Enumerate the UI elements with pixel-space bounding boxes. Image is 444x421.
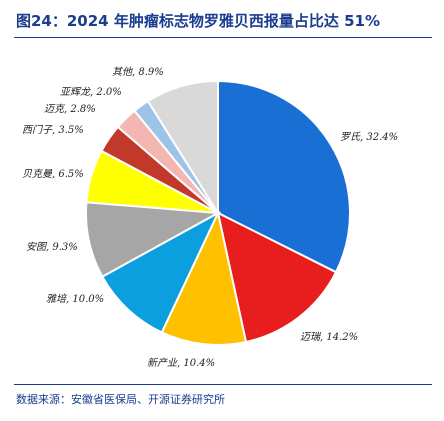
pie-slice-5: [85, 201, 222, 278]
slice-label-4: 雅培, 10.0%: [46, 293, 104, 305]
slice-label-10: 其他, 8.9%: [112, 66, 164, 78]
slice-label-8: 迈克, 2.8%: [44, 103, 96, 115]
chart-title: 图24：2024 年肿瘤标志物罗雅贝西报量占比达 51%: [16, 12, 380, 30]
pie-slices: [85, 79, 351, 346]
pie-slice-4: [100, 210, 221, 334]
slice-label-2: 迈瑞, 14.2%: [300, 331, 358, 343]
pie-chart: 罗氏, 32.4% 迈瑞, 14.2% 新产业, 10.4% 雅培, 10.0% 安图,…: [22, 66, 398, 369]
slice-label-6: 贝克曼, 6.5%: [22, 168, 84, 180]
slice-label-9: 亚辉龙, 2.0%: [60, 86, 122, 98]
slice-label-3: 新产业, 10.4%: [147, 357, 215, 369]
title-divider: [14, 37, 432, 38]
slice-label-7: 西门子, 3.5%: [22, 124, 84, 136]
pie-slice-10: [146, 79, 219, 217]
source-note: 数据来源：安徽省医保局、开源证券研究所: [16, 393, 225, 406]
pie-slice-1: [217, 79, 351, 274]
pie-slice-2: [216, 211, 338, 344]
slice-label-1: 罗氏, 32.4%: [340, 131, 398, 143]
slice-label-5: 安图, 9.3%: [26, 241, 78, 253]
pie-slice-3: [160, 209, 248, 346]
slice-labels: 罗氏, 32.4% 迈瑞, 14.2% 新产业, 10.4% 雅培, 10.0% 安图,…: [22, 66, 398, 369]
source-divider: [14, 384, 432, 385]
